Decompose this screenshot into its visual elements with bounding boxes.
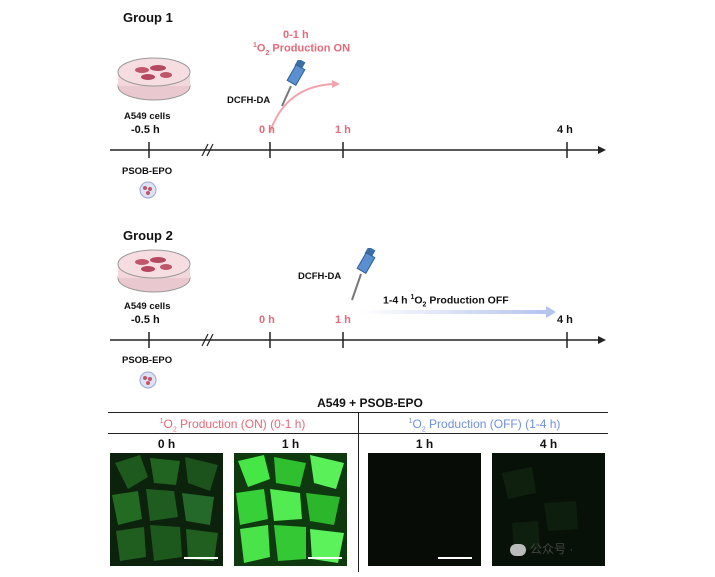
- group1-on-window: 0-1 h: [283, 29, 309, 41]
- off-header-tail: Production (OFF) (1-4 h): [425, 417, 561, 431]
- group1-cells-label: A549 cells: [124, 111, 171, 122]
- nanoparticle-icon: [139, 371, 157, 389]
- group2-probe-label: DCFH-DA: [298, 271, 342, 282]
- scale-bar: [438, 557, 472, 559]
- group1-on-text-tail: Production ON: [269, 42, 351, 55]
- group2-tick-4: 4 h: [557, 314, 573, 326]
- micrograph-on-1h: [234, 453, 347, 566]
- group1-treat-label: PSOB-EPO: [122, 166, 173, 177]
- group1-tick-1: 1 h: [335, 124, 351, 136]
- on-time-0: 0 h: [157, 437, 176, 451]
- watermark-text: 公众号 ·: [510, 540, 573, 557]
- micrograph-on-0h: [110, 453, 223, 566]
- group1-tick-neg05: -0.5 h: [131, 124, 160, 136]
- group2-off-pre: 1-4 h: [383, 294, 411, 307]
- group2-off-tail: Production OFF: [426, 294, 509, 307]
- on-arrow-icon: [269, 80, 340, 133]
- group2-off-label: 1-4 h 1O2 Production OFF: [383, 294, 509, 309]
- group2-title: Group 2: [123, 228, 173, 243]
- group2-treat-label: PSOB-EPO: [122, 355, 173, 366]
- group1-on-text: O: [256, 42, 266, 55]
- off-time-4: 4 h: [539, 437, 558, 451]
- wechat-icon: [510, 543, 526, 556]
- group2-timeline: [110, 332, 606, 348]
- petri-dish-icon: [117, 249, 191, 293]
- off-header: 1O2 Production (OFF) (1-4 h): [408, 417, 561, 434]
- on-header-pre: O: [163, 417, 173, 431]
- panel-divider: [358, 412, 359, 572]
- group2-off-mid: O: [414, 294, 423, 307]
- group2-tick-1: 1 h: [335, 314, 351, 326]
- pipette-icon: [351, 248, 376, 301]
- group1-title: Group 1: [123, 10, 173, 25]
- petri-dish-icon: [117, 57, 191, 101]
- group1-probe-label: DCFH-DA: [227, 95, 271, 106]
- off-arrow-icon: [360, 306, 556, 318]
- off-header-pre: O: [412, 417, 422, 431]
- scale-bar: [308, 557, 342, 559]
- on-time-1: 1 h: [281, 437, 300, 451]
- watermark-label: 公众号 ·: [530, 542, 574, 556]
- group1-on-label: 1O2 Production ON: [253, 42, 351, 57]
- group1-tick-4: 4 h: [557, 124, 573, 136]
- micrograph-off-1h: [368, 453, 481, 566]
- on-header: 1O2 Production (ON) (0-1 h): [159, 417, 306, 434]
- off-time-1: 1 h: [415, 437, 434, 451]
- panel-title: A549 + PSOB-EPO: [317, 396, 423, 410]
- nanoparticle-icon: [139, 181, 157, 199]
- pipette-icon: [281, 60, 306, 107]
- panel-sub-rule: [108, 433, 608, 434]
- group2-cells-label: A549 cells: [124, 301, 171, 312]
- scale-bar: [184, 557, 218, 559]
- group1-tick-0: 0 h: [259, 124, 275, 136]
- group1-timeline: [110, 142, 606, 158]
- group2-tick-0: 0 h: [259, 314, 275, 326]
- on-header-tail: Production (ON) (0-1 h): [176, 417, 306, 431]
- group2-tick-neg05: -0.5 h: [131, 314, 160, 326]
